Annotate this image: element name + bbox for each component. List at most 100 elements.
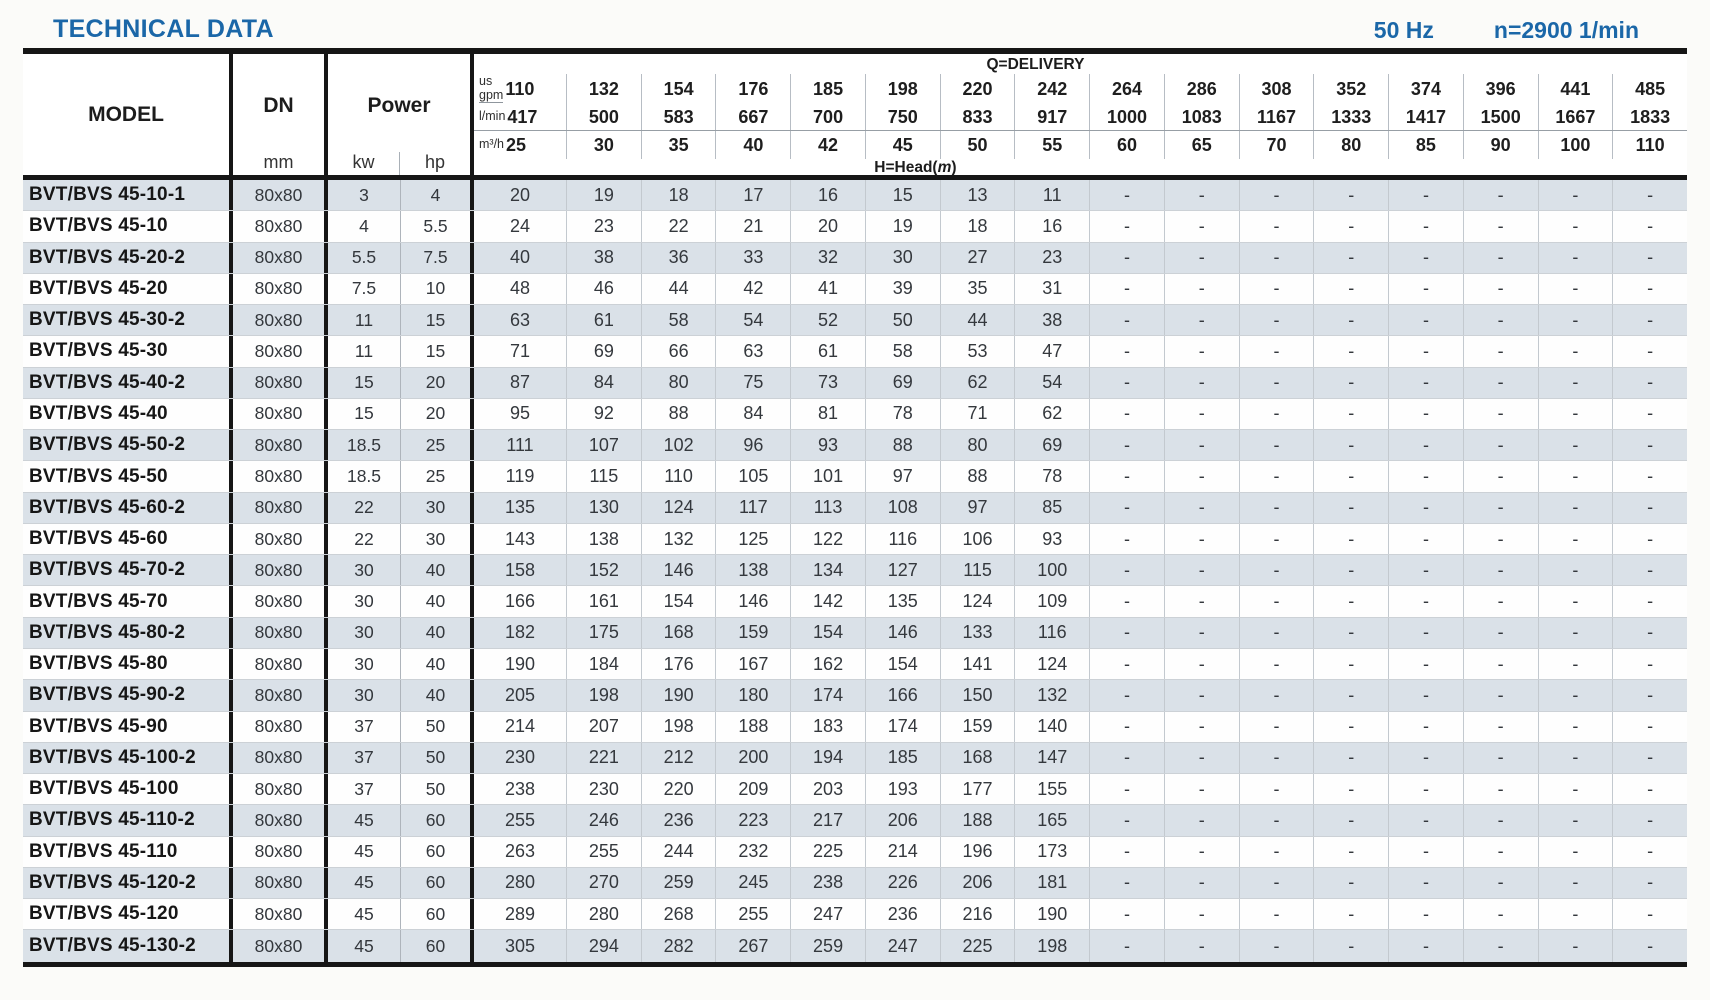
power-kw-cell: 18.5	[346, 434, 382, 455]
head-value-cell: -	[1388, 180, 1463, 211]
head-value-cell: -	[1388, 211, 1463, 242]
head-value-cell: 27	[939, 242, 1015, 273]
head-value-cell: -	[1163, 680, 1239, 711]
head-value-cell: -	[1238, 398, 1314, 430]
head-value-cell: 13	[939, 180, 1015, 211]
table-header: MODEL DN mm Power kw hp Q=DELIVERY us gpm…	[23, 54, 1687, 180]
dn-cell: 80x80	[233, 617, 328, 648]
table-row: BVT/BVS 45-50 80x80 18.5 25 119 115 110 105 101 9…	[23, 461, 1687, 493]
head-value-cell: 124	[1014, 648, 1089, 680]
power-kw-cell: 37	[354, 716, 374, 737]
model-cell: BVT/BVS 45-120-2	[23, 867, 233, 899]
delivery-header-value: 441	[1537, 74, 1613, 104]
head-value-cell: -	[1238, 742, 1314, 774]
head-value-cell: 115	[939, 555, 1015, 586]
head-value-cell: -	[1537, 648, 1613, 680]
head-value-cell: -	[1388, 774, 1463, 805]
head-value-cell: -	[1612, 899, 1687, 930]
head-label-suffix: )	[951, 159, 957, 176]
head-value-cell: -	[1388, 336, 1463, 367]
head-value-cell: -	[1537, 211, 1613, 242]
table-row: BVT/BVS 45-110-2 80x80 45 60 255 246 236 223 217…	[23, 805, 1687, 837]
head-value-cell: 69	[566, 336, 641, 367]
head-value-cell: 154	[640, 586, 716, 617]
head-value-cell: -	[1089, 586, 1164, 617]
delivery-header-value: 917	[1014, 104, 1089, 130]
head-value-cell: 36	[640, 242, 716, 273]
head-value-cell: -	[1537, 555, 1613, 586]
head-value-cell: 203	[790, 774, 865, 805]
head-value-cell: -	[1163, 461, 1239, 492]
head-value-cell: -	[1612, 492, 1687, 523]
head-value-cell: 21	[715, 211, 790, 242]
head-value-cell: 159	[939, 711, 1015, 742]
head-value-cell: -	[1612, 430, 1687, 461]
table-row: BVT/BVS 45-60 80x80 22 30 143 138 132 125 122 116…	[23, 523, 1687, 556]
head-value-cell: -	[1388, 711, 1463, 742]
head-value-cell: -	[1089, 867, 1164, 899]
head-value-cell: -	[1537, 774, 1613, 805]
head-value-cell: 247	[864, 930, 940, 962]
power-kw-cell: 22	[354, 497, 374, 518]
power-kw-cell: 22	[354, 528, 374, 549]
head-value-cell: -	[1462, 586, 1538, 617]
head-value-cell: -	[1537, 586, 1613, 617]
power-kw-cell: 5.5	[351, 247, 377, 268]
table-row: BVT/BVS 45-40 80x80 15 20 95 92 88 84 81 78 71 62- -…	[23, 398, 1687, 431]
head-value-cell: -	[1388, 367, 1463, 398]
head-value-cell: -	[1163, 742, 1239, 774]
head-value-cell: 255	[566, 836, 641, 867]
delivery-header-value: 85	[1388, 131, 1463, 159]
power-hp-cell: 4	[400, 180, 474, 211]
delivery-label: Q=DELIVERY	[986, 56, 1085, 73]
model-cell: BVT/BVS 45-20-2	[23, 242, 233, 273]
model-cell: BVT/BVS 45-30	[23, 336, 233, 367]
delivery-unit-row: l/min 417 500 583 667 700 750 833 917 1000 1083 116…	[474, 104, 1687, 130]
delivery-header-value: 417	[507, 106, 538, 127]
head-value-cell: 87	[509, 372, 531, 393]
head-value-cell: 267	[715, 930, 790, 962]
dn-unit-label: mm	[263, 152, 294, 172]
head-value-cell: -	[1612, 273, 1687, 305]
power-hp-cell: 40	[400, 648, 474, 680]
head-value-cell: -	[1462, 867, 1538, 899]
head-value-cell: -	[1537, 805, 1613, 836]
delivery-header-value: 42	[790, 131, 865, 159]
head-value-cell: 152	[566, 555, 641, 586]
power-hp-cell: 10	[400, 273, 474, 305]
model-cell: BVT/BVS 45-20	[23, 273, 233, 305]
head-value-cell: 38	[566, 242, 641, 273]
power-hp-cell: 50	[400, 774, 474, 805]
head-value-cell: -	[1313, 742, 1388, 774]
head-value-cell: 193	[864, 774, 940, 805]
head-value-cell: 47	[1014, 336, 1089, 367]
head-value-cell: 282	[640, 930, 716, 962]
model-cell: BVT/BVS 45-80	[23, 648, 233, 680]
head-value-cell: -	[1612, 242, 1687, 273]
head-value-cell: 226	[864, 867, 940, 899]
power-hp-cell: 60	[400, 805, 474, 836]
dn-cell: 80x80	[233, 211, 328, 242]
table-row: BVT/BVS 45-90-2 80x80 30 40 205 198 190 180 174 1…	[23, 680, 1687, 712]
head-value-cell: -	[1089, 211, 1164, 242]
head-value-cell: 221	[566, 742, 641, 774]
head-value-cell: 190	[1014, 899, 1089, 930]
head-value-cell: -	[1537, 680, 1613, 711]
head-value-cell: -	[1612, 523, 1687, 555]
head-value-cell: 196	[939, 836, 1015, 867]
head-value-cell: -	[1537, 180, 1613, 211]
head-value-cell: -	[1537, 899, 1613, 930]
power-hp-cell: 60	[400, 867, 474, 899]
head-value-cell: -	[1089, 367, 1164, 398]
head-value-cell: 146	[864, 617, 940, 648]
head-value-cell: 108	[864, 492, 940, 523]
head-value-cell: 154	[790, 617, 865, 648]
head-value-cell: -	[1089, 774, 1164, 805]
head-value-cell: -	[1313, 242, 1388, 273]
head-value-cell: 134	[790, 555, 865, 586]
head-value-cell: 116	[1014, 617, 1089, 648]
head-value-cell: 217	[790, 805, 865, 836]
delivery-header-value: 1833	[1612, 104, 1687, 130]
dn-cell: 80x80	[233, 586, 328, 617]
delivery-header-value: 60	[1089, 131, 1164, 159]
